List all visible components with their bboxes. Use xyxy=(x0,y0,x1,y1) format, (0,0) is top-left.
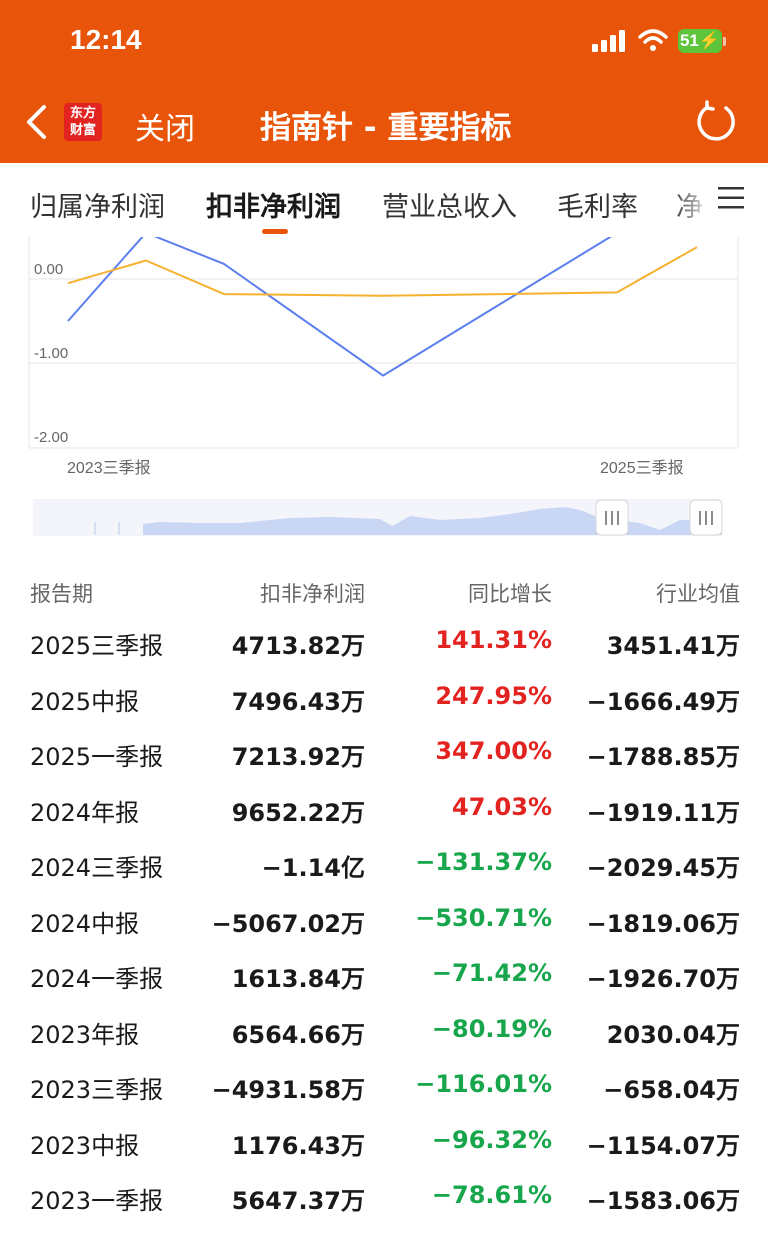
cell-period: 2024一季报 xyxy=(30,965,164,993)
cell-period: 2024中报 xyxy=(30,909,140,938)
cell-yoy-growth: −530.71% xyxy=(415,903,552,932)
table-row[interactable]: 2024三季报 −1.14亿 −131.37% −2029.45万 xyxy=(0,848,768,904)
cell-deducted-profit: 6564.66万 xyxy=(231,1020,365,1049)
cell-yoy-growth: 347.00% xyxy=(435,737,552,765)
x-tick-label: 2025三季报 xyxy=(600,459,684,477)
cell-yoy-growth: −71.42% xyxy=(431,959,552,987)
tab-total-revenue[interactable]: 营业总收入 xyxy=(382,192,517,223)
refresh-icon[interactable] xyxy=(693,100,739,146)
cell-yoy-growth: −78.61% xyxy=(431,1181,552,1209)
cell-deducted-profit: −5067.02万 xyxy=(211,909,365,938)
cell-deducted-profit: 1613.84万 xyxy=(231,965,365,993)
wifi-icon xyxy=(638,29,668,51)
x-tick-label: 2023三季报 xyxy=(67,459,151,477)
cell-industry-average: −1788.85万 xyxy=(586,743,740,771)
table-row[interactable]: 2023中报 1176.43万 −96.32% −1154.07万 xyxy=(0,1126,768,1182)
cell-industry-average: −1919.11万 xyxy=(586,798,740,827)
tab-net-profit[interactable]: 归属净利润 xyxy=(30,192,165,223)
table-row[interactable]: 2025中报 7496.43万 247.95% −1666.49万 xyxy=(0,682,768,738)
y-tick-label: -1.00 xyxy=(34,345,68,362)
table-row[interactable]: 2024年报 9652.22万 47.03% −1919.11万 xyxy=(0,793,768,849)
table-row[interactable]: 2024一季报 1613.84万 −71.42% −1926.70万 xyxy=(0,959,768,1015)
series-line-blue xyxy=(67,237,613,377)
cell-yoy-growth: 47.03% xyxy=(452,792,552,821)
logo-line-1: 东方 xyxy=(69,106,96,121)
tab-deducted-net-profit[interactable]: 扣非净利润 xyxy=(206,192,341,223)
cell-deducted-profit: −4931.58万 xyxy=(211,1076,365,1104)
cell-period: 2025一季报 xyxy=(30,743,164,771)
cell-yoy-growth: −80.19% xyxy=(431,1014,552,1043)
cell-period: 2023三季报 xyxy=(30,1076,164,1104)
handle-grip-icon xyxy=(605,511,619,525)
cell-industry-average: −1666.49万 xyxy=(586,687,740,716)
cell-industry-average: −2029.45万 xyxy=(586,854,740,882)
app-header: 12:14 51⚡ 东方 财富 关闭 指南针 - 重要指标 xyxy=(0,0,768,163)
logo-line-2: 财富 xyxy=(69,123,96,138)
series-layer xyxy=(67,237,698,377)
cell-yoy-growth: −96.32% xyxy=(431,1125,552,1154)
cell-industry-average: −1583.06万 xyxy=(586,1187,740,1215)
close-button[interactable]: 关闭 xyxy=(135,112,195,147)
battery-icon: 51⚡ xyxy=(678,29,722,53)
table-row[interactable]: 2024中报 −5067.02万 −530.71% −1819.06万 xyxy=(0,904,768,960)
cell-industry-average: −1154.07万 xyxy=(586,1131,740,1160)
cellular-signal-icon xyxy=(592,30,625,52)
back-arrow-icon[interactable] xyxy=(24,104,48,140)
table-row[interactable]: 2025三季报 4713.82万 141.31% 3451.41万 xyxy=(0,626,768,682)
cell-industry-average: −1819.06万 xyxy=(586,909,740,938)
cell-period: 2023年报 xyxy=(30,1020,140,1049)
cell-deducted-profit: 9652.22万 xyxy=(231,798,365,827)
eastmoney-logo: 东方 财富 xyxy=(64,103,102,141)
active-tab-indicator xyxy=(262,229,288,234)
cell-yoy-growth: −131.37% xyxy=(415,848,552,876)
range-slider-preview xyxy=(143,507,722,535)
menu-icon[interactable] xyxy=(716,185,746,211)
cell-deducted-profit: 7496.43万 xyxy=(231,687,365,716)
cell-period: 2024三季报 xyxy=(30,854,164,882)
cell-yoy-growth: −116.01% xyxy=(415,1070,552,1098)
cell-deducted-profit: 5647.37万 xyxy=(231,1187,365,1215)
status-time: 12:14 xyxy=(70,24,142,55)
profit-line-chart: 0.00 -1.00 -2.00 2023三季报 2025三季报 xyxy=(28,237,739,536)
cell-deducted-profit: 4713.82万 xyxy=(231,632,365,660)
table-row[interactable]: 2023年报 6564.66万 −80.19% 2030.04万 xyxy=(0,1015,768,1071)
cell-industry-average: −658.04万 xyxy=(603,1076,740,1104)
cell-deducted-profit: −1.14亿 xyxy=(261,854,365,882)
cell-period: 2024年报 xyxy=(30,798,140,827)
header-industry-average: 行业均值 xyxy=(656,582,740,606)
cell-industry-average: −1926.70万 xyxy=(586,965,740,993)
cell-deducted-profit: 1176.43万 xyxy=(231,1131,365,1160)
cell-period: 2023中报 xyxy=(30,1131,140,1160)
header-yoy-growth: 同比增长 xyxy=(468,582,552,606)
header-period: 报告期 xyxy=(30,582,93,606)
y-tick-label: -2.00 xyxy=(34,429,68,446)
series-line-orange xyxy=(67,246,698,297)
cell-yoy-growth: 247.95% xyxy=(435,681,552,710)
battery-level: 51 xyxy=(679,31,699,50)
page-title: 指南针 - 重要指标 xyxy=(260,110,512,146)
table-row[interactable]: 2023三季报 −4931.58万 −116.01% −658.04万 xyxy=(0,1070,768,1126)
battery-tip xyxy=(723,37,726,46)
cell-industry-average: 2030.04万 xyxy=(606,1020,740,1049)
tab-fade xyxy=(672,163,712,237)
header-deducted-profit: 扣非净利润 xyxy=(260,582,365,606)
cell-deducted-profit: 7213.92万 xyxy=(231,743,365,771)
indicator-tabs: 归属净利润 扣非净利润 营业总收入 毛利率 净 xyxy=(0,163,768,237)
cell-period: 2023一季报 xyxy=(30,1187,164,1215)
y-tick-label: 0.00 xyxy=(34,261,63,278)
cell-period: 2025中报 xyxy=(30,687,140,716)
table-row[interactable]: 2023一季报 5647.37万 −78.61% −1583.06万 xyxy=(0,1181,768,1237)
cell-yoy-growth: 141.31% xyxy=(435,626,552,654)
table-row[interactable]: 2025一季报 7213.92万 347.00% −1788.85万 xyxy=(0,737,768,793)
handle-grip-icon xyxy=(699,511,713,525)
cell-period: 2025三季报 xyxy=(30,632,164,660)
cell-industry-average: 3451.41万 xyxy=(606,632,740,660)
tab-gross-margin[interactable]: 毛利率 xyxy=(557,192,638,223)
